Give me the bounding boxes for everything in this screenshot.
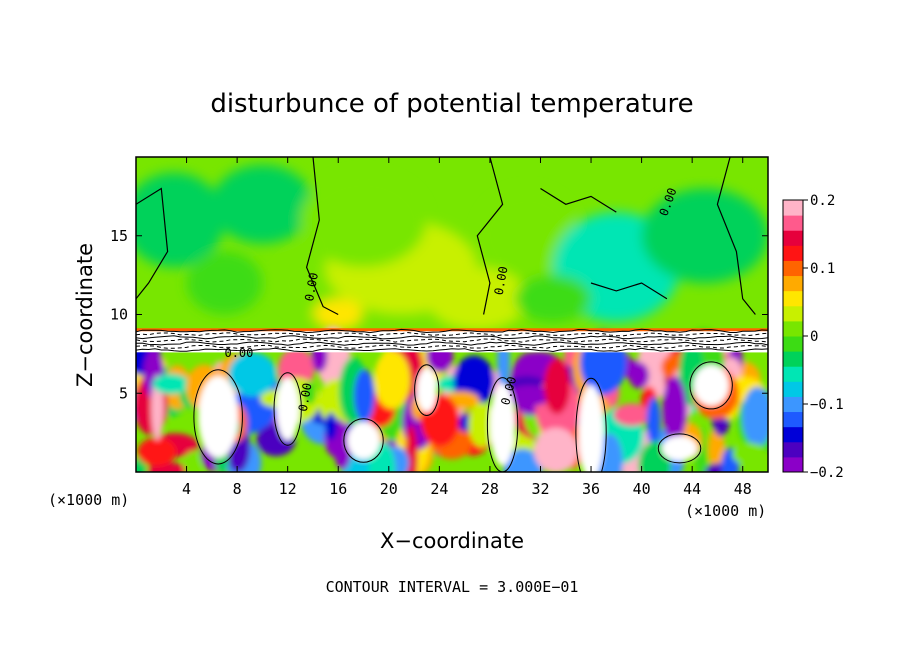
x-unit-right: (×1000 m) — [685, 502, 766, 520]
x-tick-label: 48 — [734, 480, 752, 498]
zero-contour — [476, 157, 504, 315]
colorbar-swatch — [783, 275, 803, 292]
core-contour — [273, 372, 302, 446]
x-tick-label: 4 — [182, 480, 191, 498]
x-axis-label: X−coordinate — [380, 529, 524, 553]
y-axis: 5 10 15 — [110, 227, 768, 402]
zero-contour — [305, 157, 339, 316]
core-contour — [343, 418, 384, 463]
interface-contour — [136, 331, 768, 337]
colorbar-swatch — [783, 351, 803, 367]
colorbar-swatch — [783, 426, 803, 443]
y-tick-label: 10 — [110, 306, 128, 324]
x-tick-label: 36 — [582, 480, 600, 498]
interface-contour — [136, 344, 768, 349]
colorbar-swatch — [783, 320, 803, 337]
colorbar-swatch — [783, 215, 803, 231]
colorbar-swatch — [783, 336, 803, 352]
colorbar-tick-label: 0 — [810, 329, 818, 345]
colorbar-swatch — [783, 230, 803, 246]
interface-contour — [136, 335, 768, 340]
colorbar-swatch — [783, 366, 803, 382]
colorbar-swatch — [783, 305, 803, 322]
y-axis-label: Z−coordinate — [73, 243, 97, 387]
zero-contour — [540, 187, 617, 213]
colorbar-tick-label: 0.1 — [810, 261, 835, 277]
interface-contour — [136, 347, 768, 353]
colorbar-tick-label: −0.2 — [810, 465, 844, 481]
x-unit-left: (×1000 m) — [48, 491, 129, 509]
interface-contour — [136, 338, 768, 343]
x-tick-label: 8 — [233, 480, 242, 498]
contour-label: 0.00 — [302, 272, 321, 303]
colorbar-swatch — [783, 245, 803, 261]
colorbar-swatch — [783, 200, 803, 216]
colorbar-swatch — [783, 290, 803, 307]
contour-interval-note: CONTOUR INTERVAL = 3.000E−01 — [326, 578, 579, 596]
upper-layer-patches — [136, 164, 768, 331]
contour-label: 0.00 — [492, 265, 511, 296]
x-tick-label: 44 — [683, 480, 701, 498]
x-tick-label: 32 — [531, 480, 549, 498]
colorbar-swatch — [783, 456, 803, 473]
contour-label: 0.00 — [296, 382, 315, 413]
x-tick-label: 16 — [329, 480, 347, 498]
x-axis: 4 8 12 16 20 24 28 32 36 40 44 48 — [182, 157, 752, 498]
zero-contour — [136, 187, 169, 300]
x-tick-label: 12 — [279, 480, 297, 498]
lower-layer-blobs — [136, 326, 768, 472]
x-tick-label: 24 — [430, 480, 448, 498]
core-contour — [657, 433, 702, 464]
core-contour — [575, 377, 607, 472]
temperature-field — [136, 157, 768, 472]
interface-contour — [136, 328, 768, 334]
colorbar-tick-label: 0.2 — [810, 193, 835, 209]
core-contour — [193, 369, 243, 465]
interface-contour — [136, 341, 768, 346]
colorbar-swatch — [783, 260, 803, 277]
colorbar-swatch — [783, 441, 803, 458]
colorbar-swatch — [783, 396, 803, 413]
colorbar: 0.2 0.1 0 −0.1 −0.2 — [782, 193, 844, 481]
core-contour — [414, 364, 440, 416]
x-tick-label: 28 — [481, 480, 499, 498]
colorbar-tick-label: −0.1 — [810, 397, 844, 413]
y-tick-label: 5 — [119, 384, 128, 402]
y-tick-label: 15 — [110, 227, 128, 245]
contour-label: 0.00 — [224, 346, 253, 360]
x-tick-label: 40 — [633, 480, 651, 498]
colorbar-swatch — [783, 381, 803, 397]
core-contour — [689, 361, 733, 410]
chart-title: disturbunce of potential temperature — [210, 89, 693, 119]
zero-contour — [716, 157, 756, 315]
colorbar-swatch — [783, 411, 803, 428]
zero-contour — [590, 282, 668, 300]
x-tick-label: 20 — [380, 480, 398, 498]
